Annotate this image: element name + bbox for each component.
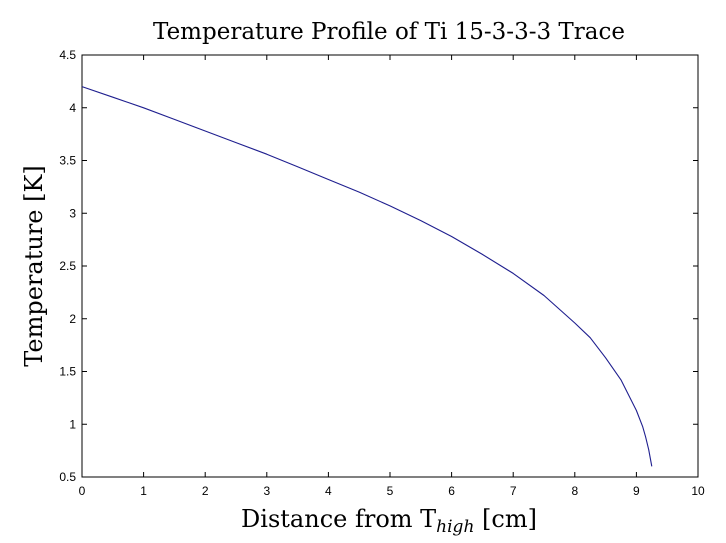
y-tick-label: 2: [69, 312, 76, 326]
x-tick-label: 6: [448, 484, 455, 498]
y-axis-label: Temperature [K]: [20, 165, 48, 367]
x-axis-ticks: 0 1 2 3 4 5 6 7 8 9 10: [79, 55, 705, 498]
x-tick-label: 4: [325, 484, 332, 498]
x-tick-label: 0: [79, 484, 86, 498]
y-tick-label: 0.5: [59, 470, 76, 484]
x-tick-label: 5: [387, 484, 394, 498]
chart-title: Temperature Profile of Ti 15-3-3-3 Trace: [153, 19, 625, 45]
x-axis-label-subscript: high: [436, 517, 474, 537]
x-tick-label: 7: [510, 484, 517, 498]
x-axis-label-unit: [cm]: [474, 505, 537, 533]
y-tick-label: 2.5: [59, 259, 76, 273]
series-line: [81, 86, 653, 467]
x-tick-label: 10: [691, 484, 705, 498]
y-tick-label: 1: [69, 417, 76, 431]
y-tick-label: 4.5: [59, 48, 76, 62]
y-tick-label: 1.5: [59, 365, 76, 379]
y-tick-label: 3: [69, 206, 76, 220]
x-tick-label: 8: [571, 484, 578, 498]
x-tick-label: 2: [202, 484, 209, 498]
x-axis-label-main: Distance from T: [241, 505, 436, 533]
plot-frame: [81, 54, 699, 478]
y-tick-label: 4: [69, 101, 76, 115]
x-tick-label: 9: [633, 484, 640, 498]
y-axis-ticks: 0.5 1 1.5 2 2.5 3 3.5 4 4.5: [59, 48, 698, 484]
x-tick-label: 3: [263, 484, 270, 498]
y-tick-label: 3.5: [59, 154, 76, 168]
x-axis-label: Distance from Thigh [cm]: [241, 505, 537, 537]
x-tick-label: 1: [140, 484, 147, 498]
series-layer: [81, 86, 653, 467]
